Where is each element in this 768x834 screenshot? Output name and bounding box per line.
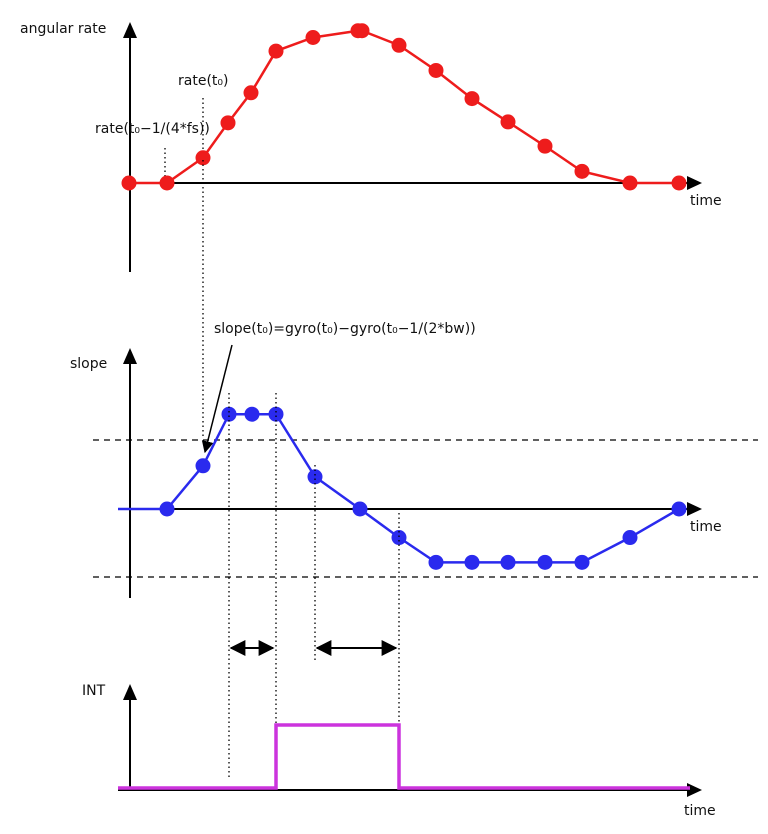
slope-sample-point: [428, 554, 444, 570]
slope-curve: [118, 412, 680, 564]
slope-sample-point: [622, 530, 638, 546]
slope-sample-point: [537, 554, 553, 570]
int-panel: INT time: [82, 683, 716, 819]
rate-axis-label: angular rate: [20, 21, 106, 37]
arrow-up-icon: [123, 684, 137, 700]
rate-sample-point: [243, 85, 259, 101]
rate-sample-point: [500, 114, 516, 130]
rate-sample-point: [464, 91, 480, 107]
int-pulse: [118, 723, 690, 790]
arrow-right-icon: [687, 176, 702, 190]
slope-formula-pointer: [201, 344, 233, 454]
int-series: [118, 723, 690, 790]
rate-time-label: time: [690, 193, 722, 209]
rate-sample-point: [574, 163, 590, 179]
arrow-right-icon: [687, 783, 702, 797]
slope-sample-point: [391, 530, 407, 546]
rate-sample-point: [268, 43, 284, 59]
arrow-right-icon: [687, 502, 702, 516]
slope-axis-label: slope: [70, 356, 107, 372]
slope-sample-point: [574, 554, 590, 570]
slope-sample-point: [159, 501, 175, 517]
slope-sample-point: [671, 501, 687, 517]
rate-sample-point: [428, 62, 444, 78]
slope-panel: slope time slope(t₀)=gyro(t₀)−gyro(t₀−1/…: [70, 321, 758, 598]
rate-sample-point: [671, 175, 687, 191]
arrow-up-icon: [123, 22, 137, 38]
rate-sample-point: [195, 150, 211, 166]
rate-sample-point: [121, 175, 137, 191]
slope-sample-point: [464, 554, 480, 570]
rate-sample-point: [391, 37, 407, 53]
slope-sample-point: [244, 406, 260, 422]
rate-sample-point: [622, 175, 638, 191]
rate-sample-point: [354, 23, 370, 39]
slope-time-label: time: [690, 519, 722, 535]
slope-series: [118, 406, 687, 570]
rate-sample-point: [305, 30, 321, 45]
rate-t0-label: rate(t₀): [178, 73, 228, 89]
rate-sample-point: [159, 175, 175, 191]
duration-guides: [228, 393, 400, 780]
slope-sample-point: [195, 458, 211, 474]
rate-sample-point: [220, 115, 236, 131]
slope-sample-point: [307, 469, 323, 485]
rate-curve: [129, 29, 679, 185]
rate-panel: angular rate time rate(t₀) rate(t₀−1/(4*…: [20, 21, 722, 272]
rate-prev-label: rate(t₀−1/(4*fs)): [95, 121, 210, 137]
arrow-up-icon: [123, 348, 137, 364]
slope-sample-point: [352, 501, 368, 517]
int-time-label: time: [684, 803, 716, 819]
int-axis-label: INT: [82, 683, 106, 699]
slope-sample-point: [500, 554, 516, 570]
slope-sample-point: [268, 406, 284, 422]
slope-sample-point: [221, 406, 237, 422]
rate-sample-point: [537, 138, 553, 154]
rate-series: [121, 23, 687, 191]
slope-formula-label: slope(t₀)=gyro(t₀)−gyro(t₀−1/(2*bw)): [214, 321, 476, 337]
